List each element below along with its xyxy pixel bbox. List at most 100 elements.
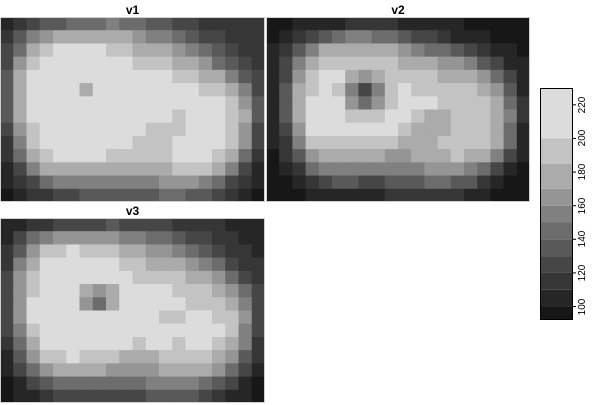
heatmap-cell (424, 69, 439, 84)
heatmap-cell (305, 96, 320, 111)
heatmap-cell (384, 175, 399, 190)
heatmap-cell (185, 83, 200, 97)
heatmap-cell (251, 270, 265, 285)
heatmap-cell (39, 17, 54, 31)
heatmap-cell (437, 83, 452, 97)
heatmap-cell (450, 96, 465, 111)
heatmap-cell (318, 96, 333, 111)
heatmap-cell (66, 149, 81, 163)
heatmap-cell (66, 270, 81, 285)
heatmap-cell (0, 69, 14, 84)
heatmap-cell (92, 350, 107, 364)
heatmap-cell (345, 135, 359, 150)
heatmap-cell (345, 188, 359, 202)
heatmap-cell (384, 109, 399, 124)
heatmap-cell (411, 188, 425, 202)
heatmap-cell (279, 162, 293, 177)
heatmap-cell (225, 218, 240, 232)
heatmap-cell (251, 218, 265, 232)
heatmap-cell (0, 122, 14, 137)
heatmap-cell (477, 43, 491, 58)
heatmap-cell (159, 257, 173, 272)
heatmap-cell (132, 363, 147, 378)
heatmap-cell (172, 188, 187, 202)
heatmap-cell (411, 17, 425, 31)
heatmap-cell (225, 257, 240, 272)
heatmap-cell (371, 56, 386, 71)
heatmap-cell (66, 218, 81, 232)
heatmap-cell (238, 43, 253, 58)
heatmap-cell (225, 30, 240, 45)
heatmap-cell (53, 284, 67, 298)
heatmap-cell (53, 218, 67, 232)
heatmap-cell (516, 56, 530, 71)
heatmap-cell (332, 56, 346, 71)
heatmap-cell (477, 149, 491, 163)
heatmap-cell (106, 96, 120, 111)
heatmap-cell (13, 83, 28, 97)
heatmap-cell (119, 310, 134, 325)
heatmap-cell (212, 83, 226, 97)
heatmap-cell (185, 43, 200, 58)
heatmap-cell (119, 350, 134, 364)
heatmap-cell (305, 69, 320, 84)
panel-v2 (266, 17, 530, 202)
heatmap-cell (384, 135, 399, 150)
heatmap-cell (251, 83, 265, 97)
heatmap-cell (279, 96, 293, 111)
heatmap-cell (516, 175, 530, 190)
heatmap-cell (66, 310, 81, 325)
heatmap-cell (490, 109, 505, 124)
legend-tick-label: 220 (577, 96, 588, 114)
heatmap-cell (345, 69, 359, 84)
heatmap-cell (238, 284, 253, 298)
heatmap-cell (159, 363, 173, 378)
heatmap-cell (212, 218, 226, 232)
heatmap-cell (490, 188, 505, 202)
heatmap-cell (345, 56, 359, 71)
heatmap-cell (13, 30, 28, 45)
heatmap-cell (305, 30, 320, 45)
panel-title-v3: v3 (125, 204, 140, 218)
heatmap-cell (464, 175, 478, 190)
heatmap-cell (437, 43, 452, 58)
heatmap-cell (159, 270, 173, 285)
heatmap-cell (145, 56, 160, 71)
heatmap-cell (212, 363, 226, 378)
heatmap-cell (292, 96, 307, 111)
heatmap-cell (79, 323, 94, 338)
heatmap-cell (106, 389, 120, 403)
heatmap-cell (53, 310, 67, 325)
heatmap-cell (185, 218, 200, 232)
heatmap-cell (92, 122, 107, 137)
heatmap-cell (0, 310, 14, 325)
heatmap-cell (26, 109, 41, 124)
heatmap-cell (225, 284, 240, 298)
heatmap-cell (212, 231, 226, 246)
heatmap-cell (66, 56, 81, 71)
heatmap-cell (106, 297, 120, 312)
heatmap-cell (0, 297, 14, 312)
heatmap-cell (437, 30, 452, 45)
heatmap-cell (198, 323, 213, 338)
heatmap-cell (450, 109, 465, 124)
heatmap-cell (305, 83, 320, 97)
heatmap-cell (411, 30, 425, 45)
heatmap-cell (266, 162, 280, 177)
heatmap-cell (490, 56, 505, 71)
legend-swatch (540, 272, 573, 290)
heatmap-cell (172, 310, 187, 325)
heatmap-cell (516, 43, 530, 58)
heatmap-cell (477, 162, 491, 177)
heatmap-cell (132, 218, 147, 232)
heatmap-cell (132, 389, 147, 403)
heatmap-cell (119, 149, 134, 163)
heatmap-cell (53, 149, 67, 163)
heatmap-cell (225, 389, 240, 403)
heatmap-cell (464, 162, 478, 177)
heatmap-cell (53, 323, 67, 338)
heatmap-cell (132, 69, 147, 84)
heatmap-cell (26, 122, 41, 137)
heatmap-cell (198, 83, 213, 97)
heatmap-cell (53, 175, 67, 190)
